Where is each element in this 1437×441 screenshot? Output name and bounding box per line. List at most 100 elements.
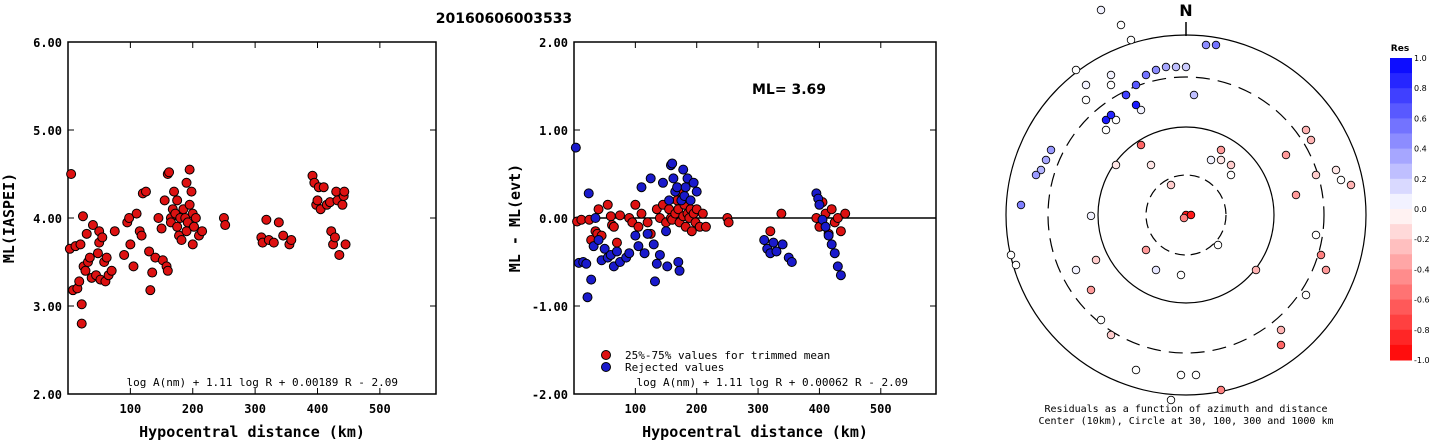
data-point bbox=[136, 230, 147, 241]
data-point bbox=[329, 232, 340, 243]
rejected-point bbox=[667, 158, 678, 169]
residual-point bbox=[1186, 210, 1196, 220]
trimmed-point bbox=[723, 217, 734, 228]
rejected-point bbox=[645, 173, 656, 184]
residual-point bbox=[1301, 290, 1311, 300]
ring-300km bbox=[1047, 76, 1325, 354]
panel2-points bbox=[570, 142, 851, 303]
residual-point bbox=[1306, 135, 1316, 145]
colorbar-cell bbox=[1390, 209, 1412, 225]
residual-point bbox=[1106, 330, 1116, 340]
rejected-point bbox=[639, 248, 650, 259]
residual-point bbox=[1336, 175, 1346, 185]
residual-point bbox=[1111, 160, 1121, 170]
data-point bbox=[220, 220, 231, 231]
colorbar-tick-label: 0.8 bbox=[1414, 84, 1427, 93]
colorbar-cell bbox=[1390, 254, 1412, 270]
rejected-point bbox=[685, 195, 696, 206]
residual-point bbox=[1146, 160, 1156, 170]
colorbar-title: Res bbox=[1391, 44, 1409, 54]
residual-point bbox=[1276, 340, 1286, 350]
colorbar: Res 1.0 0.8 0.6 0.4 0.2 0.0 -0.2 -0.4 -0.6 -0.8 -1… bbox=[1390, 44, 1430, 365]
data-point bbox=[66, 169, 77, 179]
rejected-point bbox=[672, 182, 683, 193]
data-point bbox=[261, 214, 272, 225]
residual-point bbox=[1311, 230, 1321, 240]
residual-point bbox=[1046, 145, 1056, 155]
residual-point bbox=[1226, 170, 1236, 180]
residual-point bbox=[1141, 245, 1151, 255]
rejected-point bbox=[651, 258, 662, 269]
residual-point bbox=[1201, 40, 1211, 50]
residual-point bbox=[1106, 80, 1116, 90]
residual-point bbox=[1181, 62, 1191, 72]
ring-100km bbox=[1097, 126, 1275, 304]
colorbar-cell bbox=[1390, 58, 1412, 74]
rejected-point bbox=[654, 249, 665, 260]
data-point bbox=[76, 299, 87, 310]
panel-polar-residuals: N Residuals as a function of azimuth and… bbox=[1005, 1, 1367, 427]
residual-point bbox=[1041, 155, 1051, 165]
data-point bbox=[75, 239, 86, 250]
residual-point bbox=[1191, 370, 1201, 380]
data-point bbox=[312, 195, 323, 206]
rejected-point bbox=[832, 261, 843, 272]
residual-point bbox=[1176, 270, 1186, 280]
data-point bbox=[184, 164, 195, 175]
colorbar-cell bbox=[1390, 73, 1412, 89]
panel2-xtick-label: 500 bbox=[870, 402, 892, 416]
panel2-ytick-label: -1.00 bbox=[532, 300, 568, 314]
residual-point bbox=[1179, 213, 1189, 223]
data-point bbox=[162, 265, 173, 276]
residual-point bbox=[1276, 325, 1286, 335]
colorbar-tick-label: 0.6 bbox=[1414, 114, 1427, 123]
trimmed-point bbox=[608, 221, 619, 232]
data-point bbox=[77, 211, 88, 222]
trimmed-point bbox=[776, 208, 787, 219]
colorbar-cell bbox=[1390, 329, 1412, 346]
residual-point bbox=[1131, 365, 1141, 375]
trimmed-point bbox=[835, 226, 846, 237]
residual-point bbox=[1211, 40, 1221, 50]
data-point bbox=[172, 195, 183, 206]
residual-point bbox=[1131, 80, 1141, 90]
residual-point bbox=[1086, 211, 1096, 221]
data-point bbox=[92, 248, 103, 259]
data-point bbox=[125, 239, 136, 250]
rejected-point bbox=[662, 261, 673, 272]
residual-point bbox=[1071, 265, 1081, 275]
residual-point bbox=[1101, 115, 1111, 125]
panel2-xtick-label: 400 bbox=[809, 402, 831, 416]
colorbar-cell bbox=[1390, 193, 1412, 210]
rejected-point bbox=[673, 257, 684, 267]
residual-point bbox=[1226, 160, 1236, 170]
data-point bbox=[181, 177, 192, 188]
residual-point bbox=[1216, 145, 1226, 155]
data-point bbox=[84, 252, 95, 263]
residual-point bbox=[1106, 70, 1116, 80]
trimmed-point bbox=[642, 217, 653, 228]
residual-point bbox=[1251, 265, 1261, 275]
panel1-ytick-label: 6.00 bbox=[33, 36, 62, 50]
data-point bbox=[140, 186, 151, 197]
residual-point bbox=[1166, 180, 1176, 190]
residual-point bbox=[1301, 125, 1311, 135]
ring-30km bbox=[1145, 174, 1227, 256]
colorbar-cell bbox=[1390, 133, 1412, 150]
panel2-xtick-label: 200 bbox=[686, 402, 708, 416]
figure-title: 20160606003533 bbox=[436, 11, 572, 27]
panel2-ytick-label: 2.00 bbox=[539, 36, 568, 50]
ml-event-label: ML= 3.69 bbox=[752, 82, 826, 98]
trimmed-point bbox=[840, 208, 851, 219]
residual-point bbox=[1081, 80, 1091, 90]
colorbar-cell bbox=[1390, 148, 1412, 165]
residual-point bbox=[1216, 385, 1226, 395]
data-point bbox=[128, 261, 139, 272]
panel1-xtick-label: 300 bbox=[244, 402, 266, 416]
residual-point bbox=[1121, 90, 1131, 100]
data-point bbox=[106, 265, 117, 276]
residual-point bbox=[1036, 165, 1046, 175]
panel1-xtick-label: 100 bbox=[120, 402, 142, 416]
rejected-point bbox=[633, 241, 644, 252]
